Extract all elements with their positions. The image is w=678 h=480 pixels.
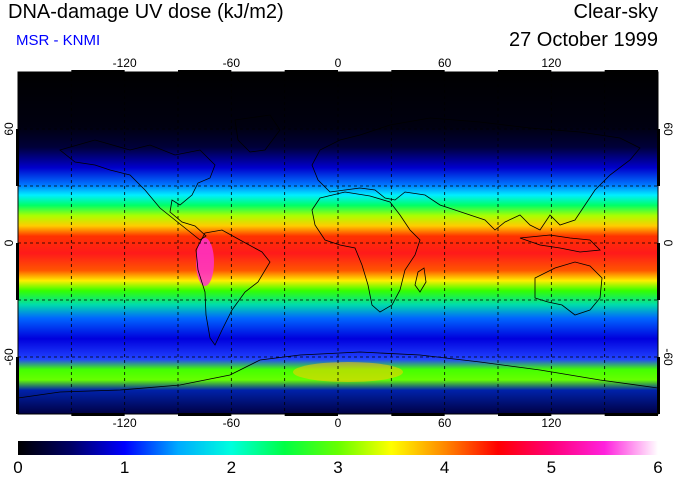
longitude-tick-label: 60 xyxy=(437,56,452,70)
longitude-tick-label: 60 xyxy=(437,416,452,430)
latitude-tick-label: 0 xyxy=(2,239,16,247)
andes-hotspot xyxy=(196,238,214,286)
frame-tick-bar xyxy=(16,243,19,300)
antarctic-plateau xyxy=(293,362,403,382)
colorbar-tick-label: 4 xyxy=(439,458,450,477)
colorbar-tick-label: 0 xyxy=(13,458,23,477)
madagascar-coast xyxy=(414,267,427,293)
longitude-tick-label: -120 xyxy=(112,416,137,430)
africa-coast xyxy=(311,191,421,313)
longitude-tick-label: -60 xyxy=(222,416,240,430)
australia-coast xyxy=(534,261,603,316)
north-america-coast xyxy=(59,139,216,241)
latitude-tick-label: -60 xyxy=(2,348,16,366)
colorbar-tick-label: 1 xyxy=(119,458,130,477)
frame-tick-bar xyxy=(71,413,125,416)
frame-tick-bar xyxy=(71,70,125,73)
greenland-coast xyxy=(234,114,281,153)
eurasia-coast xyxy=(311,117,641,231)
antarctica-coast xyxy=(18,351,658,399)
longitude-tick-label: 120 xyxy=(541,416,562,430)
latitude-tick-label: 0 xyxy=(661,239,675,247)
frame-tick-bar xyxy=(16,129,19,186)
frame-tick-bar xyxy=(604,413,658,416)
frame-tick-bar xyxy=(657,129,660,186)
latitude-tick-label: -60 xyxy=(661,348,675,366)
coastlines xyxy=(18,114,658,399)
longitude-tick-label: 0 xyxy=(334,56,342,70)
longitude-tick-label: 120 xyxy=(541,56,562,70)
frame-tick-bar xyxy=(498,70,552,73)
frame-tick-bar xyxy=(178,70,232,73)
frame-tick-bar xyxy=(391,413,445,416)
latitude-tick-label: 60 xyxy=(2,122,16,136)
frame-tick-bar xyxy=(498,413,552,416)
frame-tick-bar xyxy=(657,357,660,414)
frame-tick-bar xyxy=(284,70,338,73)
frame-tick-bar xyxy=(604,70,658,73)
latitude-tick-label: 60 xyxy=(661,122,675,136)
colorbar-tick-label: 2 xyxy=(226,458,237,477)
south-america-coast xyxy=(195,229,271,346)
graticule xyxy=(18,72,658,414)
frame-tick-bar xyxy=(657,243,660,300)
frame-tick-bar xyxy=(391,70,445,73)
indonesia-coast xyxy=(519,234,601,253)
sky-condition: Clear-sky xyxy=(573,1,658,23)
longitude-tick-label: -60 xyxy=(222,56,240,70)
frame-tick-bar xyxy=(16,357,19,414)
map-title: DNA-damage UV dose (kJ/m2) xyxy=(8,1,284,23)
colorbar-tick-label: 5 xyxy=(546,458,557,477)
colorbar-tick-label: 3 xyxy=(333,458,343,477)
frame-ticks xyxy=(16,70,660,416)
map-date: 27 October 1999 xyxy=(509,29,658,51)
longitude-tick-label: -120 xyxy=(112,56,137,70)
source-label: MSR - KNMI xyxy=(16,32,101,49)
frame-tick-bar xyxy=(178,413,232,416)
colorbar-tick-label: 6 xyxy=(653,458,663,477)
frame-tick-bar xyxy=(284,413,338,416)
longitude-tick-label: 0 xyxy=(334,416,342,430)
